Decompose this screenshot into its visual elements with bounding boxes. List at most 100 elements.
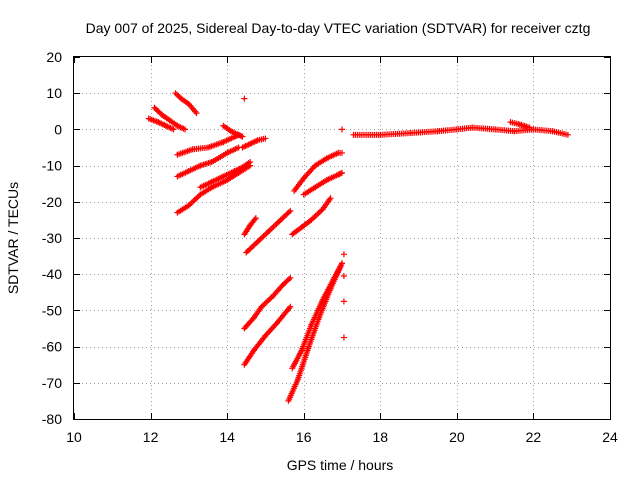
plus-marker	[261, 301, 268, 308]
segment-hump-21.4	[507, 119, 533, 131]
grid-lines	[74, 57, 610, 419]
y-tick-labels: 20 10 0 -10 -20 -30 -40 -50 -60 -70 -80	[42, 49, 62, 427]
plus-marker	[250, 242, 257, 249]
plus-marker	[254, 238, 261, 245]
plus-marker	[340, 273, 347, 280]
plus-marker	[252, 215, 259, 222]
plus-marker	[182, 126, 189, 133]
plus-marker	[340, 251, 347, 258]
plus-marker	[247, 245, 254, 252]
segment-arc-14.5-34	[243, 207, 294, 256]
plus-marker	[261, 231, 268, 238]
plus-marker	[286, 276, 293, 283]
plus-marker	[262, 135, 269, 142]
x-tick-label: 10	[66, 429, 82, 445]
plus-marker	[526, 124, 533, 131]
y-tick-label: -20	[42, 194, 62, 210]
plus-marker	[263, 230, 270, 237]
x-tick-label: 16	[296, 429, 312, 445]
plus-marker	[266, 227, 273, 234]
plus-marker	[267, 226, 274, 233]
plus-marker	[193, 110, 200, 117]
x-tick-label: 24	[602, 429, 618, 445]
y-axis-label: SDTVAR / TECUs	[5, 182, 21, 294]
plus-marker	[337, 170, 344, 177]
plus-marker	[247, 158, 254, 165]
plus-marker	[340, 334, 347, 341]
plus-marker	[339, 126, 345, 133]
plus-marker	[269, 225, 276, 232]
plus-marker	[262, 299, 269, 306]
plus-marker	[241, 95, 248, 102]
plus-marker	[244, 248, 251, 255]
segment-cluster-12h-b	[151, 104, 189, 133]
data-points	[145, 90, 571, 404]
plus-marker	[188, 199, 195, 206]
plus-marker	[339, 149, 345, 156]
plus-marker	[327, 195, 334, 202]
segment-arc-14.5-55	[241, 274, 294, 332]
plus-marker	[287, 303, 294, 310]
plus-marker	[175, 92, 182, 99]
plus-marker	[249, 244, 256, 251]
y-tick-label: 20	[46, 49, 62, 65]
plus-marker	[194, 194, 201, 201]
x-tick-label: 20	[449, 429, 465, 445]
plus-marker	[314, 211, 321, 218]
plus-marker	[239, 133, 246, 140]
x-tick-label: 14	[219, 429, 235, 445]
segment-arc-12.7-7	[174, 131, 242, 158]
plus-marker	[274, 219, 281, 226]
y-tick-label: -30	[42, 230, 62, 246]
y-tick-label: 0	[54, 121, 62, 137]
plus-marker	[265, 296, 272, 303]
plus-marker	[173, 91, 180, 98]
x-tick-labels: 10 12 14 16 18 20 22 24	[66, 429, 618, 445]
segment-arc-13.3-16	[197, 158, 254, 191]
plus-marker	[259, 234, 266, 241]
plus-marker	[273, 220, 280, 227]
plus-marker	[170, 126, 177, 133]
plus-marker	[172, 90, 179, 97]
plus-marker	[257, 235, 264, 242]
plus-marker	[251, 241, 258, 248]
plus-marker	[340, 298, 347, 305]
segment-arc-12.7-23	[174, 162, 254, 216]
plus-marker	[287, 207, 294, 214]
plus-marker	[267, 295, 274, 302]
plus-marker	[311, 214, 318, 221]
plot-frame	[73, 56, 611, 420]
chart-title: Day 007 of 2025, Sidereal Day-to-day VTE…	[86, 20, 591, 36]
segment-arc-14.0-1	[220, 122, 246, 140]
y-tick-label: -10	[42, 158, 62, 174]
plus-marker	[285, 209, 292, 216]
segment-arc-15.7-29	[289, 195, 334, 238]
y-tick-label: -70	[42, 375, 62, 391]
y-tick-label: 10	[46, 85, 62, 101]
plus-marker	[256, 237, 263, 244]
plus-marker	[312, 212, 319, 219]
plus-marker	[253, 239, 260, 246]
y-tick-label: -60	[42, 339, 62, 355]
x-tick-label: 22	[526, 429, 542, 445]
plus-marker	[264, 229, 271, 236]
outlier-points	[241, 95, 347, 341]
segment-arc-15.8-17	[291, 149, 345, 194]
x-axis-label: GPS time / hours	[287, 457, 394, 473]
x-tick-label: 18	[372, 429, 388, 445]
plus-marker	[287, 274, 294, 281]
segment-arc-14.5-29	[241, 215, 259, 238]
plus-marker	[339, 169, 345, 176]
segment-arc-15.6-75	[285, 260, 345, 404]
plus-marker	[246, 246, 253, 253]
plus-marker	[316, 208, 323, 215]
segment-arc-12.7-13	[174, 144, 242, 180]
plus-marker	[264, 298, 271, 305]
plus-marker	[272, 222, 278, 229]
segment-arc-16.0-18	[300, 169, 345, 198]
segment-cluster-12h-a	[145, 115, 177, 133]
segment-arc-14.4-5	[239, 135, 269, 151]
segment-arc-14.5-65	[241, 303, 294, 368]
y-tick-label: -80	[42, 411, 62, 427]
